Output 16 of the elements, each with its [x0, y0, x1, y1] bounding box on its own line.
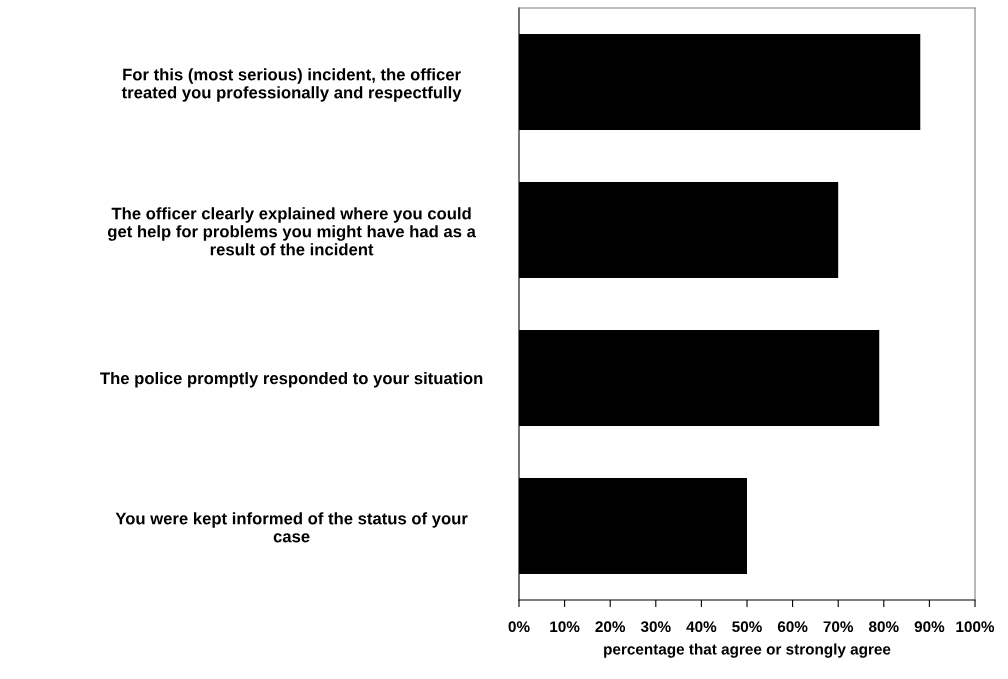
x-tick-label: 0%: [508, 621, 530, 633]
y-tick-label: The officer clearly explained where you could get help for problems you might have had as a result of the incident: [107, 207, 476, 256]
x-tick-label: 100%: [956, 621, 995, 633]
x-tick-label: 70%: [823, 621, 854, 633]
y-tick-label: The police promptly responded to your situation: [100, 371, 483, 388]
x-tick-label: 60%: [777, 621, 808, 633]
x-tick-label: 90%: [914, 621, 945, 633]
y-tick-label: You were kept informed of the status of your case: [115, 512, 468, 543]
x-tick-label: 30%: [640, 621, 671, 633]
x-tick-label: 50%: [732, 621, 762, 633]
x-tick-label: 40%: [686, 621, 717, 633]
y-tick-label: For this (most serious) incident, the officer treated you professionally and respectfully: [121, 68, 462, 102]
x-axis-title: percentage that agree or strongly agree: [604, 643, 891, 658]
x-tick-label: 80%: [869, 621, 899, 633]
x-tick-label: 10%: [550, 621, 580, 633]
x-tick-label: 20%: [595, 621, 626, 633]
